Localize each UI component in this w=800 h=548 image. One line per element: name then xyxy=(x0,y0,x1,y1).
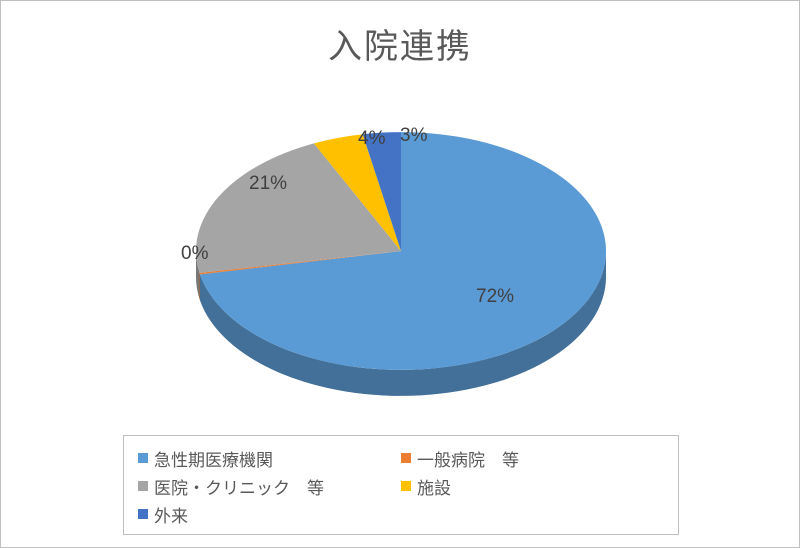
pie-chart-container: 入院連携 72% 0% 21% 4% 3% 急性期医療機関 一般病院 等医院・クリニック … xyxy=(0,0,800,548)
legend-label: 医院・クリニック 等 xyxy=(154,474,324,499)
pie-top xyxy=(196,132,606,370)
legend-swatch xyxy=(401,481,411,491)
data-label: 0% xyxy=(181,243,208,265)
legend-label: 外来 xyxy=(154,502,188,527)
legend-swatch xyxy=(138,509,148,519)
legend-swatch xyxy=(401,453,411,463)
legend-item: 医院・クリニック 等 xyxy=(138,472,401,500)
legend-swatch xyxy=(138,453,148,463)
legend-swatch xyxy=(138,481,148,491)
data-label: 3% xyxy=(400,125,427,147)
chart-title: 入院連携 xyxy=(1,19,799,68)
legend-item: 一般病院 等 xyxy=(401,444,664,472)
legend-item: 外来 xyxy=(138,500,401,528)
legend: 急性期医療機関 一般病院 等医院・クリニック 等 施設外来 xyxy=(123,435,679,535)
legend-label: 施設 xyxy=(417,474,451,499)
data-label: 72% xyxy=(476,286,514,308)
legend-label: 一般病院 等 xyxy=(417,446,519,471)
legend-item: 急性期医療機関 xyxy=(138,444,401,472)
data-label: 21% xyxy=(249,173,287,195)
data-label: 4% xyxy=(358,128,385,150)
legend-item: 施設 xyxy=(401,472,664,500)
legend-label: 急性期医療機関 xyxy=(154,446,273,471)
